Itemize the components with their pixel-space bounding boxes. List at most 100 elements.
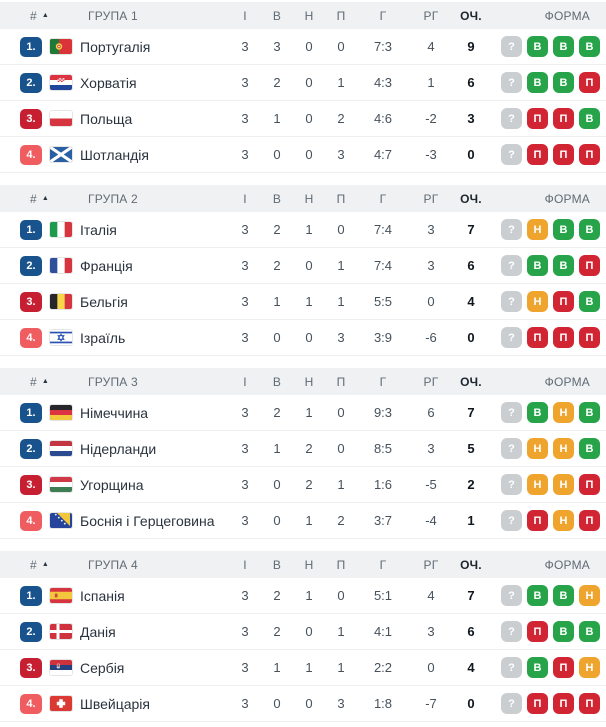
team-row[interactable]: 2. Нідерланди 3 1 2 0 8:5 3 5? Н Н В <box>0 431 606 467</box>
form-badge-loss[interactable]: П <box>579 693 600 714</box>
position-badge: 3. <box>20 108 42 129</box>
team-row[interactable]: 3. Польща 3 1 0 2 4:6 -2 3? П П В <box>0 101 606 137</box>
column-header-drawn: Н <box>304 191 314 206</box>
form-badge-unknown[interactable]: ? <box>501 474 522 495</box>
form-badge-draw[interactable]: Н <box>553 510 574 531</box>
form-badge-loss[interactable]: П <box>579 510 600 531</box>
form-badge-win[interactable]: В <box>579 219 600 240</box>
form-badge-win[interactable]: В <box>553 72 574 93</box>
form-badge-loss[interactable]: П <box>579 72 600 93</box>
column-header-goals: Г <box>379 191 387 206</box>
form-badge-win[interactable]: В <box>527 72 548 93</box>
form-badge-win[interactable]: В <box>527 36 548 57</box>
form-badge-win[interactable]: В <box>553 621 574 642</box>
form-badge-loss[interactable]: П <box>579 144 600 165</box>
form-badge-unknown[interactable]: ? <box>501 255 522 276</box>
form-badge-draw[interactable]: Н <box>579 585 600 606</box>
form-badge-draw[interactable]: Н <box>527 219 548 240</box>
team-row[interactable]: 4. Ізраїль 3 0 0 3 3:9 -6 0? П П П <box>0 320 606 356</box>
form-badge-loss[interactable]: П <box>553 693 574 714</box>
form-badge-unknown[interactable]: ? <box>501 693 522 714</box>
form-badge-unknown[interactable]: ? <box>501 144 522 165</box>
form-badge-loss[interactable]: П <box>527 510 548 531</box>
form-badge-loss[interactable]: П <box>579 327 600 348</box>
stat-goal_diff: -4 <box>425 513 437 528</box>
form-badge-win[interactable]: В <box>553 585 574 606</box>
team-row[interactable]: 3. Сербія 3 1 1 1 2:2 0 4? В П Н <box>0 650 606 686</box>
form-badge-draw[interactable]: Н <box>553 438 574 459</box>
stat-lost: 0 <box>337 588 345 603</box>
form-badge-loss[interactable]: П <box>579 474 600 495</box>
position-badge: 1. <box>20 585 42 606</box>
form-badge-loss[interactable]: П <box>553 327 574 348</box>
form-badge-unknown[interactable]: ? <box>501 108 522 129</box>
team-row[interactable]: 3. Угорщина 3 0 2 1 1:6 -5 2? Н Н П <box>0 467 606 503</box>
rank-cell: 3. <box>20 657 42 678</box>
form-badge-draw[interactable]: Н <box>527 291 548 312</box>
form-badge-draw[interactable]: Н <box>527 474 548 495</box>
form-badge-unknown[interactable]: ? <box>501 72 522 93</box>
stat-goal_diff: 1 <box>427 75 435 90</box>
team-row[interactable]: 1. Іспанія 3 2 1 0 5:1 4 7? В В Н <box>0 578 606 614</box>
rank-sort-control[interactable]: # ▲ <box>30 558 88 572</box>
form-badge-win[interactable]: В <box>579 36 600 57</box>
form-badge-win[interactable]: В <box>527 255 548 276</box>
form-badge-win[interactable]: В <box>579 108 600 129</box>
form-badge-unknown[interactable]: ? <box>501 291 522 312</box>
team-row[interactable]: 4. Шотландія 3 0 0 3 4:7 -3 0? П П П <box>0 137 606 173</box>
form-badge-win[interactable]: В <box>527 657 548 678</box>
form-badge-win[interactable]: В <box>579 621 600 642</box>
form-badge-loss[interactable]: П <box>553 657 574 678</box>
form-badge-win[interactable]: В <box>527 402 548 423</box>
form-badge-loss[interactable]: П <box>553 144 574 165</box>
form-badge-win[interactable]: В <box>553 255 574 276</box>
team-row[interactable]: 4. Швейцарія 3 0 0 3 1:8 -7 0? П П П <box>0 686 606 722</box>
form-badge-unknown[interactable]: ? <box>501 402 522 423</box>
form-badge-win[interactable]: В <box>579 291 600 312</box>
form-badge-draw[interactable]: Н <box>553 474 574 495</box>
form-badge-unknown[interactable]: ? <box>501 36 522 57</box>
rank-sort-control[interactable]: # ▲ <box>30 375 88 389</box>
rank-sort-control[interactable]: # ▲ <box>30 192 88 206</box>
form-badge-unknown[interactable]: ? <box>501 585 522 606</box>
stat-played: 3 <box>241 405 249 420</box>
stat-goals: 1:6 <box>373 477 393 492</box>
form-badge-loss[interactable]: П <box>527 327 548 348</box>
form-badges: ? Н Н П <box>501 474 600 495</box>
form-badge-draw[interactable]: Н <box>527 438 548 459</box>
form-badge-unknown[interactable]: ? <box>501 438 522 459</box>
form-badge-win[interactable]: В <box>579 402 600 423</box>
form-badge-loss[interactable]: П <box>579 255 600 276</box>
form-badge-win[interactable]: В <box>527 585 548 606</box>
stat-goal_diff: -7 <box>425 696 437 711</box>
form-badge-unknown[interactable]: ? <box>501 657 522 678</box>
form-badge-loss[interactable]: П <box>527 108 548 129</box>
form-badge-unknown[interactable]: ? <box>501 327 522 348</box>
form-badge-loss[interactable]: П <box>527 621 548 642</box>
team-row[interactable]: 3. Бельгія 3 1 1 1 5:5 0 4? Н П В <box>0 284 606 320</box>
team-row[interactable]: 2. Франція 3 2 0 1 7:4 3 6? В В П <box>0 248 606 284</box>
team-name: Швейцарія <box>80 695 150 712</box>
form-badge-unknown[interactable]: ? <box>501 510 522 531</box>
form-badge-win[interactable]: В <box>579 438 600 459</box>
form-badge-win[interactable]: В <box>553 36 574 57</box>
form-badge-win[interactable]: В <box>553 219 574 240</box>
rank-cell: 4. <box>20 510 42 531</box>
team-row[interactable]: 1. Німеччина 3 2 1 0 9:3 6 7? В Н В <box>0 395 606 431</box>
rank-column-header: # <box>30 8 37 23</box>
rank-sort-control[interactable]: # ▲ <box>30 9 88 23</box>
form-badge-draw[interactable]: Н <box>579 657 600 678</box>
stat-points: 7 <box>467 588 475 603</box>
team-row[interactable]: 1. Італія 3 2 1 0 7:4 3 7? Н В В <box>0 212 606 248</box>
form-badge-loss[interactable]: П <box>527 144 548 165</box>
form-badge-loss[interactable]: П <box>553 108 574 129</box>
team-row[interactable]: 2. Данія 3 2 0 1 4:1 3 6? П В В <box>0 614 606 650</box>
form-badge-loss[interactable]: П <box>553 291 574 312</box>
form-badge-loss[interactable]: П <box>527 693 548 714</box>
form-badge-unknown[interactable]: ? <box>501 219 522 240</box>
team-row[interactable]: 4. Боснія і Герцеговина 3 0 1 2 3:7 -4 1? П Н П <box>0 503 606 539</box>
team-row[interactable]: 1. Португалія 3 3 0 0 7:3 4 9? В В В <box>0 29 606 65</box>
form-badge-unknown[interactable]: ? <box>501 621 522 642</box>
form-badge-draw[interactable]: Н <box>553 402 574 423</box>
team-row[interactable]: 2. Хорватія 3 2 0 1 4:3 1 6? В В П <box>0 65 606 101</box>
